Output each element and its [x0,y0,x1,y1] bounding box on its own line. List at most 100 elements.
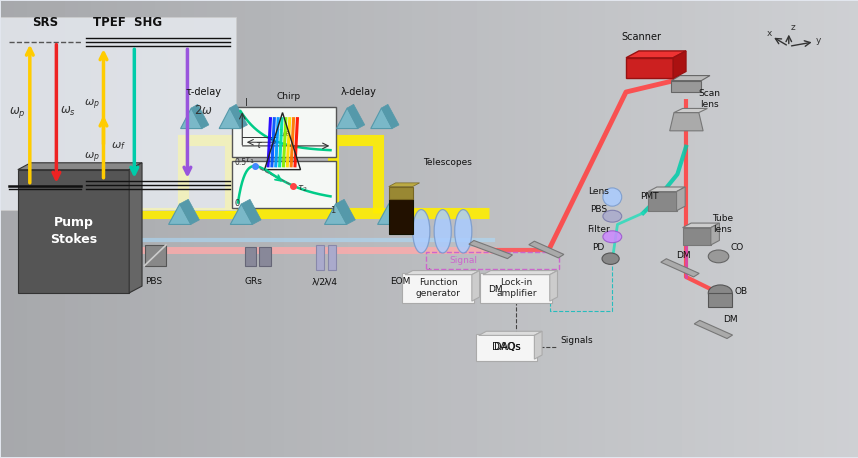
Polygon shape [479,331,542,335]
FancyBboxPatch shape [259,247,270,266]
Polygon shape [18,163,142,169]
Polygon shape [469,240,512,259]
Polygon shape [230,104,247,129]
Text: PBS: PBS [590,205,607,214]
Text: DAQs: DAQs [493,342,520,352]
Text: Lens: Lens [589,187,609,196]
Text: Chirp: Chirp [276,92,300,101]
Text: DM: DM [676,251,691,260]
Polygon shape [626,58,674,78]
Polygon shape [710,223,719,245]
Polygon shape [670,113,703,131]
FancyBboxPatch shape [389,199,413,234]
Ellipse shape [603,231,622,243]
Polygon shape [672,76,710,81]
Polygon shape [130,163,142,293]
Polygon shape [672,81,701,92]
Polygon shape [389,199,408,224]
Ellipse shape [708,285,732,301]
Text: 0: 0 [234,199,239,208]
Text: OB: OB [734,287,747,296]
Text: CO: CO [731,243,744,252]
Polygon shape [649,187,686,191]
Text: Tube
lens: Tube lens [712,214,734,234]
Polygon shape [683,223,719,228]
FancyBboxPatch shape [402,273,474,303]
Text: Telescopes: Telescopes [423,158,472,167]
FancyBboxPatch shape [476,334,537,360]
Polygon shape [550,271,558,301]
FancyBboxPatch shape [245,247,256,266]
Polygon shape [626,51,686,58]
Text: Lock-in
amplifier: Lock-in amplifier [496,278,536,298]
Text: EOM: EOM [390,277,411,286]
Polygon shape [529,241,564,258]
Text: 0.5: 0.5 [234,158,246,167]
FancyBboxPatch shape [708,293,732,306]
Text: Signal: Signal [450,256,477,265]
Polygon shape [219,108,240,129]
Ellipse shape [455,210,472,253]
Polygon shape [180,108,202,129]
Polygon shape [371,108,392,129]
Polygon shape [389,183,420,186]
Text: Function
generator: Function generator [416,278,461,298]
Text: $\tau_1$: $\tau_1$ [245,156,256,166]
FancyBboxPatch shape [316,245,323,270]
Text: $\omega_s$: $\omega_s$ [60,105,76,118]
Polygon shape [324,204,347,224]
Text: SRS: SRS [33,16,58,29]
Text: DAQs: DAQs [492,342,521,352]
Text: $2\omega$: $2\omega$ [194,104,213,117]
Polygon shape [179,199,199,224]
Ellipse shape [708,250,728,263]
Polygon shape [405,271,480,275]
Text: x: x [766,29,772,38]
Text: Scanner: Scanner [621,32,662,42]
Polygon shape [677,187,686,211]
Ellipse shape [413,210,430,253]
Polygon shape [335,199,355,224]
Text: DM: DM [723,315,738,324]
Text: λ-delay: λ-delay [341,87,377,97]
FancyBboxPatch shape [0,17,236,210]
Text: GRs: GRs [245,277,263,286]
Polygon shape [145,245,166,266]
Text: $\tau_2$: $\tau_2$ [297,184,308,194]
Text: $\omega_f$: $\omega_f$ [112,140,126,152]
FancyBboxPatch shape [389,186,413,199]
Polygon shape [191,104,208,129]
Text: Scan
lens: Scan lens [698,89,720,109]
Polygon shape [230,204,252,224]
Text: I: I [245,98,248,108]
Text: PD: PD [593,243,605,252]
Text: $\omega_p$: $\omega_p$ [9,105,27,120]
Text: PBS: PBS [146,277,162,286]
Text: τ-delay: τ-delay [185,87,221,97]
Polygon shape [336,108,358,129]
Text: 1/e: 1/e [278,129,290,138]
Text: λ/4: λ/4 [323,277,337,286]
FancyBboxPatch shape [480,273,553,303]
Text: Filter: Filter [587,224,610,234]
Polygon shape [241,199,261,224]
Polygon shape [347,104,365,129]
Ellipse shape [434,210,451,253]
FancyBboxPatch shape [649,191,677,211]
Polygon shape [472,271,480,301]
Text: $\omega_p$: $\omega_p$ [84,151,100,165]
Text: PMT: PMT [640,191,658,201]
Text: TPEF  SHG: TPEF SHG [93,16,162,29]
Text: 1: 1 [330,206,335,214]
Polygon shape [694,320,733,338]
Text: z: z [790,23,795,32]
Polygon shape [661,259,699,277]
Ellipse shape [602,253,619,264]
Polygon shape [483,271,558,275]
Text: Pump
Stokes: Pump Stokes [50,216,97,246]
FancyBboxPatch shape [683,228,710,245]
Text: DM: DM [487,285,502,294]
Polygon shape [535,331,542,359]
Polygon shape [168,204,190,224]
FancyBboxPatch shape [18,169,130,293]
